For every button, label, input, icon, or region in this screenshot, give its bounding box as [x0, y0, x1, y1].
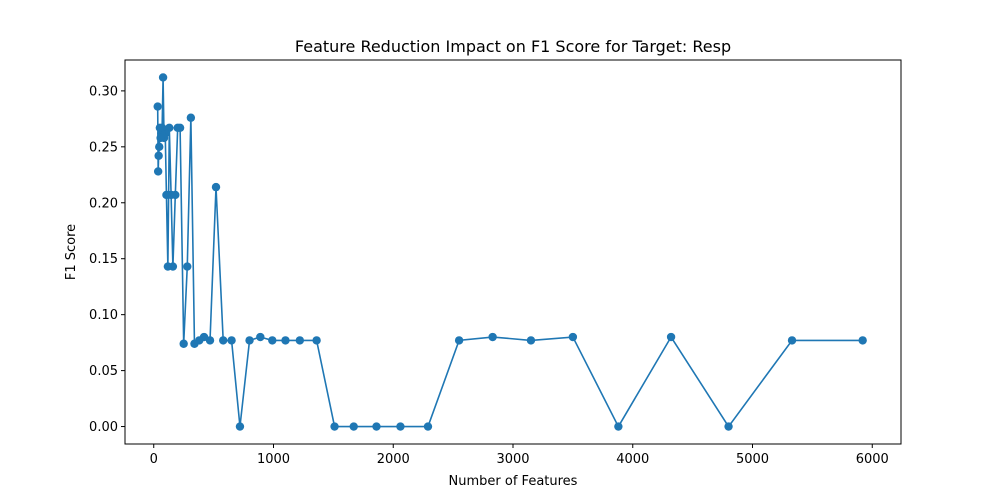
data-point	[163, 262, 173, 271]
data-point	[219, 336, 228, 345]
y-tick-label: 0.25	[89, 140, 118, 155]
data-point	[423, 422, 433, 431]
data-point	[526, 336, 536, 345]
data-point	[256, 332, 265, 342]
x-tick-label: 0	[150, 452, 158, 467]
chart-title: Feature Reduction Impact on F1 Score for…	[295, 37, 731, 56]
y-tick-label: 0.10	[89, 308, 118, 323]
data-point	[312, 336, 321, 345]
data-point	[281, 336, 290, 345]
data-point	[211, 182, 221, 192]
data-point	[154, 151, 163, 160]
data-point	[349, 422, 358, 431]
data-point	[155, 142, 164, 152]
series-layer	[153, 73, 867, 431]
y-tick-label: 0.05	[89, 364, 118, 379]
data-point	[396, 422, 405, 431]
data-point	[173, 123, 182, 132]
data-point	[153, 167, 163, 176]
x-tick-label: 3000	[496, 452, 529, 467]
data-point	[295, 336, 305, 345]
data-point	[155, 123, 165, 132]
x-axis-label: Number of Features	[449, 474, 578, 489]
data-point	[227, 336, 236, 345]
data-point	[666, 332, 676, 342]
x-tick-label: 6000	[856, 452, 889, 467]
data-point	[330, 422, 339, 431]
y-tick-label: 0.20	[89, 196, 118, 211]
data-point	[179, 339, 188, 348]
data-point	[858, 336, 867, 345]
data-point	[724, 422, 733, 431]
data-point	[153, 102, 162, 111]
data-point	[372, 422, 381, 431]
data-point	[235, 422, 245, 431]
y-tick-label: 0.15	[89, 252, 118, 267]
data-point	[190, 339, 199, 348]
y-tick-label: 0.30	[89, 84, 118, 99]
y-tick-label: 0.00	[89, 420, 118, 435]
data-point	[245, 336, 254, 345]
x-axis-ticks: 0 1000 2000 3000 4000 5000 6000	[150, 444, 889, 467]
data-point	[568, 332, 578, 342]
x-tick-label: 4000	[616, 452, 649, 467]
data-point	[162, 190, 171, 200]
plot-frame	[124, 59, 902, 445]
x-tick-label: 5000	[736, 452, 769, 467]
data-point	[186, 113, 196, 122]
data-point	[158, 73, 168, 82]
y-axis-ticks: 0.00 0.05 0.10 0.15 0.20 0.25 0.30	[89, 84, 125, 435]
data-point	[614, 422, 623, 431]
data-point	[454, 336, 464, 345]
y-axis-label: F1 Score	[64, 224, 79, 280]
data-point	[787, 336, 797, 345]
series-line	[156, 77, 863, 429]
data-point	[268, 336, 277, 345]
data-point	[183, 262, 192, 271]
data-point	[488, 332, 497, 342]
x-tick-label: 2000	[377, 452, 410, 467]
x-tick-label: 1000	[257, 452, 290, 467]
data-point	[156, 133, 165, 143]
